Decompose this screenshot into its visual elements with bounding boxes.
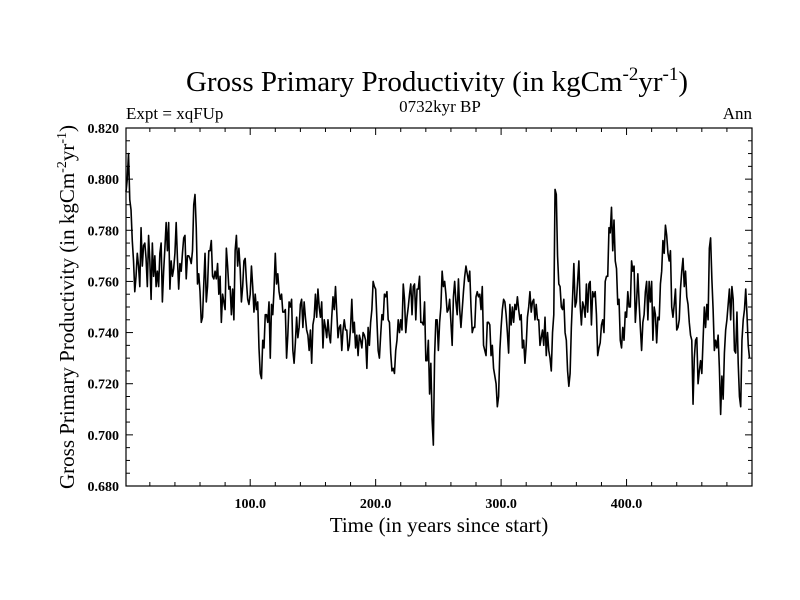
series-line [125,152,751,446]
series-layer [125,152,751,446]
x-axis-label: Time (in years since start) [330,513,549,537]
x-tick-label: 300.0 [485,497,517,512]
y-tick-label: 0.700 [88,429,120,444]
chart-title: Gross Primary Productivity (in kgCm-2yr-… [186,64,688,98]
y-tick-label: 0.780 [88,224,120,239]
y-tick-label: 0.680 [88,480,120,495]
x-tick-label: 400.0 [611,497,643,512]
season-label: Ann [723,104,753,123]
x-tick-label: 100.0 [234,497,266,512]
y-tick-label: 0.800 [88,173,120,188]
period-label: 0732kyr BP [399,97,481,116]
y-tick-label: 0.720 [88,378,120,393]
axis-tick-labels: 100.0 200.0 300.0 400.0 0.680 0.700 0.720 0.740… [88,122,643,512]
axis-ticks [126,127,752,487]
y-tick-label: 0.820 [88,122,120,137]
y-axis-label: Gross Primary Productivity (in kgCm-2yr-… [55,125,79,489]
y-tick-label: 0.760 [88,275,120,290]
x-tick-label: 200.0 [360,497,392,512]
experiment-label: Expt = xqFUp [126,104,223,123]
y-tick-label: 0.740 [88,327,120,342]
plot-frame [125,127,753,487]
